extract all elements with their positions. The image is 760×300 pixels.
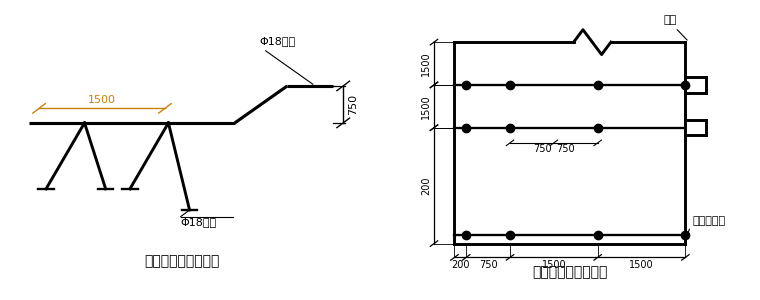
Text: 支点: 支点	[663, 15, 687, 40]
Text: 750: 750	[534, 144, 552, 154]
Text: 750: 750	[348, 94, 359, 115]
Text: 750: 750	[479, 260, 497, 270]
Text: 马凳平面布置示意图: 马凳平面布置示意图	[532, 266, 607, 280]
Text: 基础外边线: 基础外边线	[686, 216, 726, 241]
Text: 1500: 1500	[421, 94, 431, 119]
Text: 750: 750	[556, 144, 575, 154]
Text: 1500: 1500	[421, 51, 431, 76]
Text: 200: 200	[421, 176, 431, 195]
Text: Φ18钢筋: Φ18钢筋	[259, 36, 313, 84]
Text: 1500: 1500	[542, 260, 566, 270]
Text: 马凳加工形状示意图: 马凳加工形状示意图	[144, 254, 220, 268]
Text: 1500: 1500	[629, 260, 654, 270]
Text: Φ18钢筋: Φ18钢筋	[181, 217, 217, 226]
Text: 200: 200	[451, 260, 470, 270]
Text: 1500: 1500	[88, 95, 116, 105]
